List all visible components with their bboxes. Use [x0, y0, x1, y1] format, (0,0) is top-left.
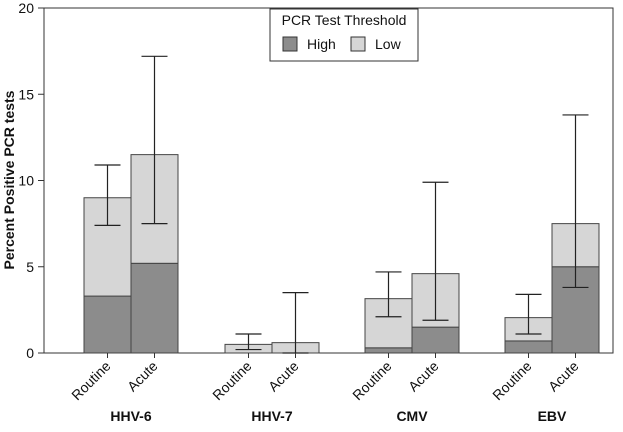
legend-swatch-high — [282, 36, 298, 52]
y-axis: 0 5 10 15 20 — [18, 0, 44, 361]
x-category-label: Routine — [68, 358, 114, 404]
y-axis-title: Percent Positive PCR tests — [1, 90, 17, 269]
x-category-label: Acute — [405, 358, 442, 395]
legend-label-high: High — [307, 36, 336, 52]
y-tick-label: 20 — [18, 0, 34, 16]
legend-title: PCR Test Threshold — [282, 12, 407, 28]
group-label-hhv-7: HHV-7 — [251, 408, 292, 424]
x-category-label: Acute — [545, 358, 582, 395]
y-tick-label: 5 — [26, 259, 34, 275]
x-category-label: Routine — [209, 358, 255, 404]
bars — [83, 154, 600, 354]
legend-label-low: Low — [375, 36, 402, 52]
legend: PCR Test Threshold High Low — [269, 8, 419, 62]
legend-swatch-low — [350, 36, 366, 52]
y-tick-label: 10 — [18, 173, 34, 189]
x-category-label: Acute — [265, 358, 302, 395]
bar-segment-high-cmv-routine — [364, 347, 413, 354]
legend-box — [269, 8, 419, 62]
group-label-hhv-6: HHV-6 — [110, 408, 151, 424]
group-label-ebv: EBV — [538, 408, 567, 424]
error-bars — [94, 55, 589, 354]
y-tick-label: 0 — [26, 345, 34, 361]
x-axis-labels: Routine Acute HHV-6 Routine Acute HHV-7 Routin… — [68, 353, 582, 424]
bar-segment-high-cmv-acute — [411, 326, 460, 354]
x-category-label: Routine — [489, 358, 535, 404]
bar-segment-high-ebv-routine — [504, 340, 553, 354]
group-label-cmv: CMV — [396, 408, 428, 424]
y-tick-label: 15 — [18, 86, 34, 102]
x-category-label: Routine — [349, 358, 395, 404]
bar-segment-high-hhv-6-routine — [83, 295, 132, 354]
x-category-label: Acute — [124, 358, 161, 395]
bar-segment-high-hhv-6-acute — [130, 262, 179, 354]
